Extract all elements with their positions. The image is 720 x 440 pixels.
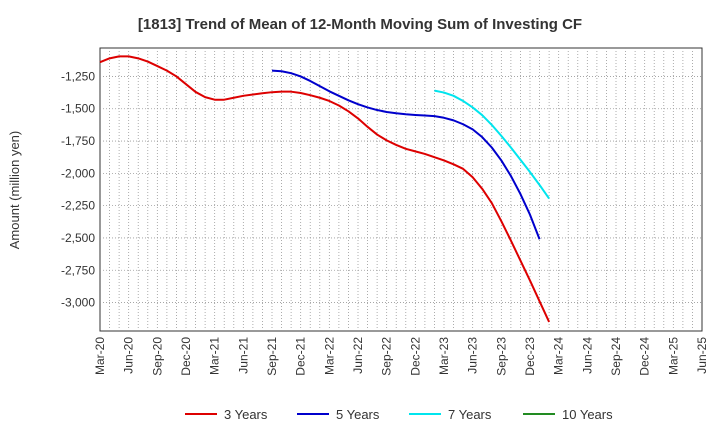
legend-label-5-years: 5 Years [336, 407, 380, 422]
x-tick-label: Jun-23 [466, 337, 480, 374]
chart-title: [1813] Trend of Mean of 12-Month Moving … [137, 16, 583, 33]
x-tick-label: Jun-25 [695, 337, 709, 374]
y-tick-label: -2,250 [61, 199, 95, 213]
x-tick-label: Dec-22 [408, 337, 422, 376]
series-line-3-years [99, 55, 551, 323]
x-tick-label: Mar-21 [208, 337, 222, 375]
legend: 3 Years 5 Years 7 Years 10 Years [185, 407, 613, 422]
x-tick-label: Sep-23 [494, 337, 508, 376]
plot-area [99, 47, 703, 332]
x-tick-label: Jun-21 [236, 337, 250, 374]
grid-lines [100, 48, 702, 331]
legend-label-10-years: 10 Years [562, 407, 613, 422]
x-tick-label: Sep-24 [609, 337, 623, 376]
y-axis: -1,250 -1,500 -1,750 -2,000 -2,250 -2,500 -2,7… [61, 69, 95, 309]
x-tick-label: Mar-25 [666, 337, 680, 375]
legend-label-3-years: 3 Years [224, 407, 268, 422]
x-tick-label: Dec-23 [523, 337, 537, 376]
y-tick-label: -1,750 [61, 134, 95, 148]
x-tick-label: Sep-21 [265, 337, 279, 376]
y-tick-label: -1,500 [61, 102, 95, 116]
y-tick-label: -2,000 [61, 166, 95, 180]
series-line-7-years [434, 89, 550, 200]
series-line-5-years [271, 69, 541, 240]
x-axis: Mar-20 Jun-20 Sep-20 Dec-20 Mar-21 Jun-21 Sep-… [93, 337, 709, 376]
y-tick-label: -2,500 [61, 231, 95, 245]
x-tick-label: Dec-24 [638, 337, 652, 376]
y-tick-label: -3,000 [61, 296, 95, 310]
series-lines [99, 55, 551, 323]
x-tick-label: Sep-22 [380, 337, 394, 376]
x-tick-label: Sep-20 [150, 337, 164, 376]
x-tick-label: Jun-24 [580, 337, 594, 374]
legend-label-7-years: 7 Years [448, 407, 492, 422]
x-tick-label: Dec-21 [294, 337, 308, 376]
x-tick-label: Mar-23 [437, 337, 451, 375]
x-tick-label: Jun-22 [351, 337, 365, 374]
x-tick-label: Dec-20 [179, 337, 193, 376]
y-axis-label: Amount (million yen) [7, 131, 22, 250]
x-tick-label: Mar-22 [322, 337, 336, 375]
y-tick-label: -1,250 [61, 69, 95, 83]
x-tick-label: Mar-24 [552, 337, 566, 375]
x-tick-label: Jun-20 [122, 337, 136, 374]
y-tick-label: -2,750 [61, 263, 95, 277]
x-tick-label: Mar-20 [93, 337, 107, 375]
